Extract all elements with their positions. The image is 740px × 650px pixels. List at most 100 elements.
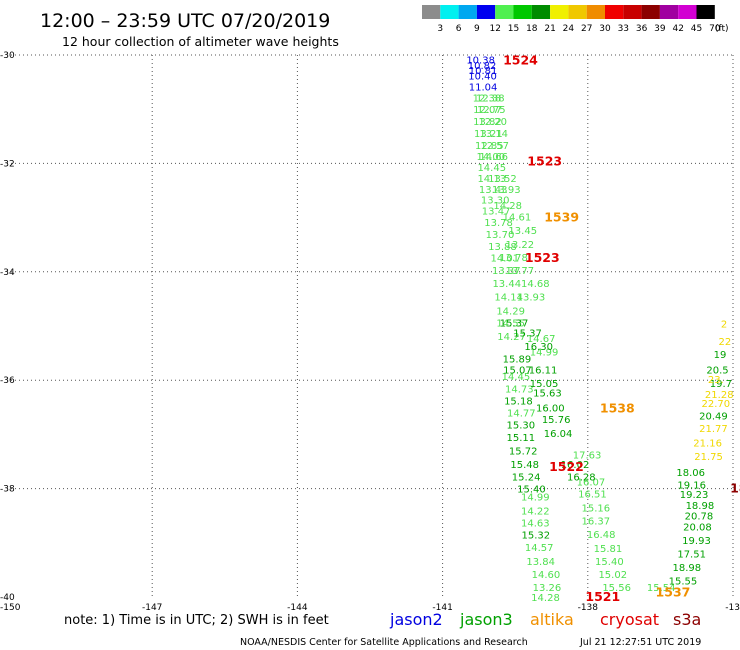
legend: jason2 jason3 altika cryosat s3a — [389, 610, 701, 629]
y-tick-label: -30 — [0, 51, 15, 61]
wave-height-label: 15.81 — [594, 544, 623, 555]
wave-height-label: 21.16 — [693, 439, 722, 450]
wave-height-label: 12.85 — [475, 141, 504, 152]
wave-height-label: 21.75 — [694, 452, 723, 463]
colorbar-tick-label: 15 — [508, 24, 519, 34]
wave-height-label: 14.99 — [521, 493, 550, 504]
wave-height-label: 19.16 — [677, 480, 706, 491]
wave-height-label: 20.08 — [683, 523, 712, 534]
colorbar-tick-label: 30 — [599, 24, 611, 34]
axes: -30 -32 -34 -36 -38 -40-150 -147 -144 -141 -138 -1… — [0, 51, 740, 613]
wave-height-label: 15.30 — [506, 421, 535, 432]
wave-height-label: 14.00 — [476, 152, 505, 163]
wave-height-label: 19.7 — [710, 379, 732, 390]
wave-height-label: 14.45 — [502, 372, 531, 383]
wave-height-label: 13.26 — [533, 583, 562, 594]
wave-height-label: 12.38 — [473, 93, 502, 104]
colorbar-tick-label: 18 — [526, 24, 538, 34]
footer-timestamp: Jul 21 12:27:51 UTC 2019 — [579, 637, 701, 648]
wave-height-label: 16.02 — [561, 460, 590, 471]
wave-height-label: 12.75 — [477, 105, 506, 116]
wave-height-label: 10.82 — [468, 61, 497, 72]
wave-height-label: 16.00 — [536, 403, 565, 414]
wave-height-label: 16.07 — [577, 478, 606, 489]
y-tick-label: -40 — [0, 593, 15, 603]
colorbar-tick-label: 12 — [489, 24, 500, 34]
colorbar-swatch — [586, 5, 605, 19]
wave-height-label: 14.68 — [521, 279, 550, 290]
x-tick-label: -150 — [0, 603, 21, 613]
wave-height-label: 13.93 — [517, 293, 546, 304]
x-tick-label: -141 — [432, 603, 452, 613]
wave-height-label: 13.77 — [506, 266, 535, 277]
wave-height-label: 23. — [708, 375, 724, 386]
legend-entry: jason2 — [389, 610, 443, 629]
wave-height-label: 14.67 — [527, 334, 556, 345]
wave-height-label: 15.24 — [512, 473, 541, 484]
footer-credit: NOAA/NESDIS Center for Satellite Applica… — [240, 637, 528, 648]
wave-height-label: 13.37 — [492, 266, 521, 277]
colorbar-tick-label: 42 — [672, 24, 683, 34]
wave-height-label: 13.14 — [479, 129, 508, 140]
y-tick-label: -38 — [0, 485, 15, 495]
colorbar-swatch — [659, 5, 679, 19]
wave-height-label: 22.70 — [702, 399, 731, 410]
wave-height-label: 14.45 — [477, 163, 506, 174]
wave-height-label: 16.51 — [578, 489, 607, 500]
wave-height-label: 15.16 — [582, 504, 611, 515]
colorbar-swatch — [678, 5, 697, 19]
wave-height-label: 13.30 — [481, 196, 510, 207]
wave-height-label: 14.61 — [503, 213, 532, 224]
wave-height-label: 14.14 — [494, 293, 523, 304]
y-tick-label: -36 — [0, 376, 15, 386]
wave-height-label: 15.05 — [530, 379, 559, 390]
wave-height-label: 15.76 — [542, 415, 571, 426]
pass-number-label: 18 — [730, 481, 740, 496]
wave-height-label: 15.07 — [503, 365, 532, 376]
colorbar-swatch — [476, 5, 496, 19]
wave-height-label: 13.22 — [506, 240, 535, 251]
wave-height-label: 21.77 — [699, 424, 728, 435]
wave-height-label: 15.89 — [503, 355, 532, 366]
wave-height-label: 13.93 — [492, 185, 521, 196]
wave-height-label: 12.20 — [478, 117, 507, 128]
y-tick-label: -32 — [0, 159, 15, 169]
y-tick-label: -34 — [0, 268, 15, 278]
wave-height-label: 15.40 — [517, 485, 546, 496]
wave-height-label: 22 — [718, 337, 731, 348]
wave-height-label: 15.56 — [602, 583, 631, 594]
wave-height-label: 13.47 — [482, 207, 511, 218]
pass-number-label: 1521 — [585, 589, 620, 604]
wave-height-label: 14.28 — [493, 201, 522, 212]
wave-height-label: 19.93 — [682, 536, 711, 547]
wave-height-label: 14.28 — [531, 593, 560, 604]
wave-height-label: 14.77 — [507, 409, 536, 420]
wave-height-label: 13.43 — [479, 185, 508, 196]
wave-height-label: 15.18 — [504, 396, 533, 407]
pass-number-label: 1539 — [544, 210, 579, 225]
wave-height-label: 14.63 — [521, 519, 550, 530]
wave-height-label: 13.82 — [473, 117, 502, 128]
wave-height-label: 14.13 — [477, 174, 506, 185]
colorbar-swatch — [513, 5, 532, 19]
wave-height-label: 13.70 — [486, 230, 515, 241]
wave-height-label: 17.63 — [573, 450, 602, 461]
colorbar-swatch — [623, 5, 642, 19]
wave-height-label: 18.98 — [686, 501, 715, 512]
wave-height-label: 12.38 — [476, 93, 505, 104]
colorbar-tick-label: 36 — [636, 24, 648, 34]
pass-number-label: 1538 — [600, 400, 635, 415]
wave-height-label: 13.44 — [492, 279, 521, 290]
wave-height-label: 14.99 — [530, 347, 559, 358]
wave-height-label: 15.11 — [506, 433, 535, 444]
wave-height-label: 18.98 — [673, 563, 702, 574]
colorbar-tick-label: 33 — [618, 24, 629, 34]
footer-note: note: 1) Time is in UTC; 2) SWH is in fe… — [64, 613, 329, 628]
pass-number-label: 1522 — [549, 459, 584, 474]
wave-height-label: 14.29 — [496, 306, 525, 317]
wave-height-label: 14.57 — [525, 543, 554, 554]
colorbar-unit: (ft) — [715, 24, 729, 34]
wave-height-label: 16.04 — [544, 429, 573, 440]
wave-height-label: 15.02 — [598, 570, 627, 581]
